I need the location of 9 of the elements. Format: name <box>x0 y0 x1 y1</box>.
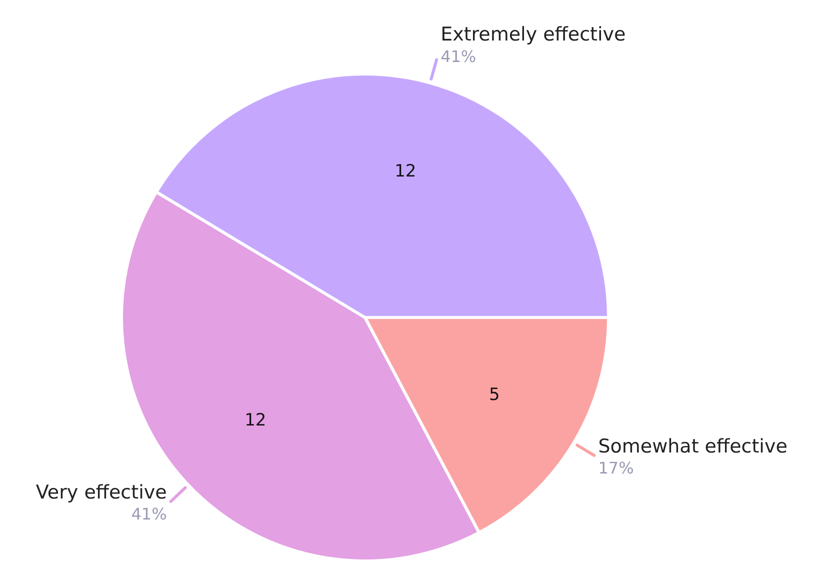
data-label: 12 <box>244 410 266 431</box>
slice-label: Extremely effective <box>440 24 626 46</box>
slice-label: Somewhat effective <box>598 435 788 458</box>
text: 41% <box>440 46 476 66</box>
data-label: 5 <box>488 384 500 405</box>
text: 41% <box>131 504 167 524</box>
text: 17% <box>598 458 634 478</box>
slice-label: Very effective <box>36 481 167 504</box>
data-label: 12 <box>394 161 416 182</box>
